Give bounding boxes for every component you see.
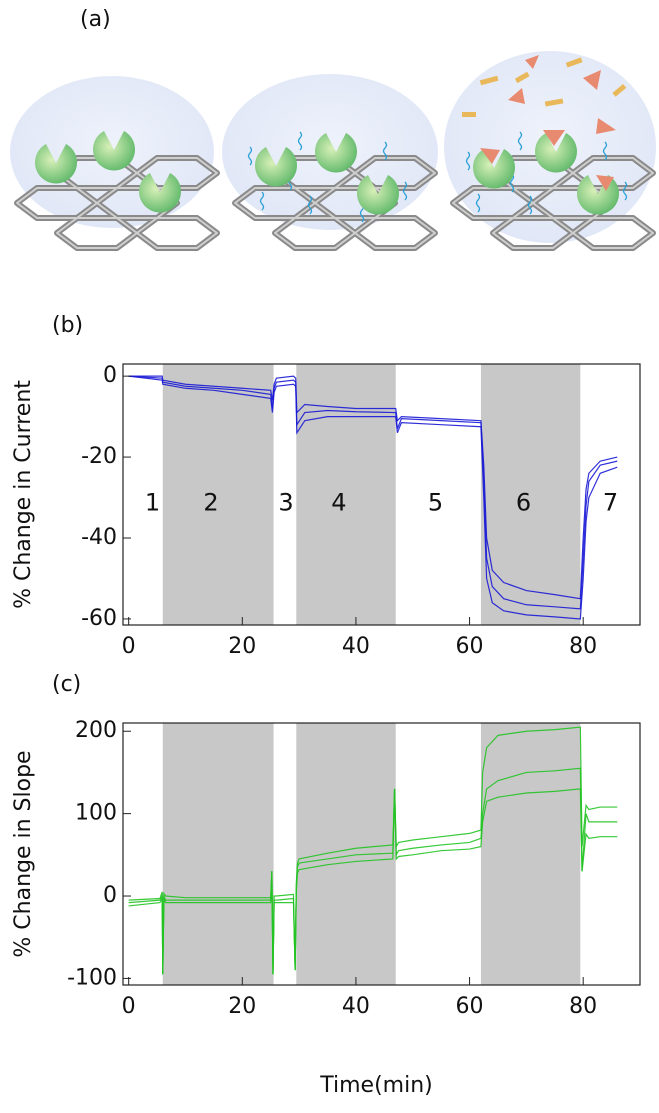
series-line	[128, 726, 618, 975]
y-tick-label: 0	[103, 363, 117, 388]
phase-label: 7	[603, 489, 618, 517]
y-tick-label: -60	[81, 606, 117, 631]
plot-frame	[122, 722, 641, 986]
shaded-region	[162, 723, 274, 985]
panel-label: (a)	[80, 7, 111, 32]
x-tick-label: 40	[342, 994, 370, 1019]
y-tick-label: -40	[81, 525, 117, 550]
series-line	[128, 767, 618, 975]
phase-label: 4	[331, 489, 346, 517]
series-line	[128, 375, 618, 620]
x-tick-label: 20	[228, 634, 256, 659]
series-line	[128, 375, 618, 610]
x-tick-label: 20	[228, 994, 256, 1019]
shaded-region	[162, 364, 274, 625]
phase-label: 2	[203, 489, 218, 517]
panel-label: (b)	[52, 313, 83, 338]
x-tick-label: 0	[122, 994, 136, 1019]
panel-label: (c)	[52, 672, 81, 697]
phase-label: 3	[278, 489, 293, 517]
plot-lines	[128, 375, 618, 620]
x-tick-label: 80	[569, 634, 597, 659]
x-tick-label: 0	[122, 634, 136, 659]
y-tick-label: 200	[75, 718, 117, 743]
x-tick-label: 60	[456, 634, 484, 659]
y-axis-label: % Change in Current	[11, 380, 36, 609]
y-tick-label: 0	[103, 883, 117, 908]
phase-label: 5	[428, 489, 443, 517]
y-tick-label: -20	[81, 444, 117, 469]
illustration: (a)	[10, 7, 656, 248]
series-line	[128, 788, 618, 975]
plot-lines	[128, 726, 618, 975]
phase-label: 1	[145, 489, 160, 517]
chart: 0 20 40 60 80 0 -20 -40 -60 (b) % Change in Curren…	[11, 313, 641, 659]
phase-label: 6	[516, 489, 531, 517]
x-axis-label: Time(min)	[319, 1073, 433, 1098]
y-tick-label: 100	[75, 801, 117, 826]
shaded-region	[480, 723, 581, 985]
x-tick-label: 40	[342, 634, 370, 659]
y-axis-label: % Change in Slope	[11, 750, 36, 957]
x-tick-label: 60	[456, 994, 484, 1019]
series-line	[128, 375, 618, 600]
plot-frame	[122, 363, 641, 626]
x-tick-label: 80	[569, 994, 597, 1019]
shaded-region	[480, 364, 581, 625]
y-tick-label: -100	[67, 965, 117, 990]
